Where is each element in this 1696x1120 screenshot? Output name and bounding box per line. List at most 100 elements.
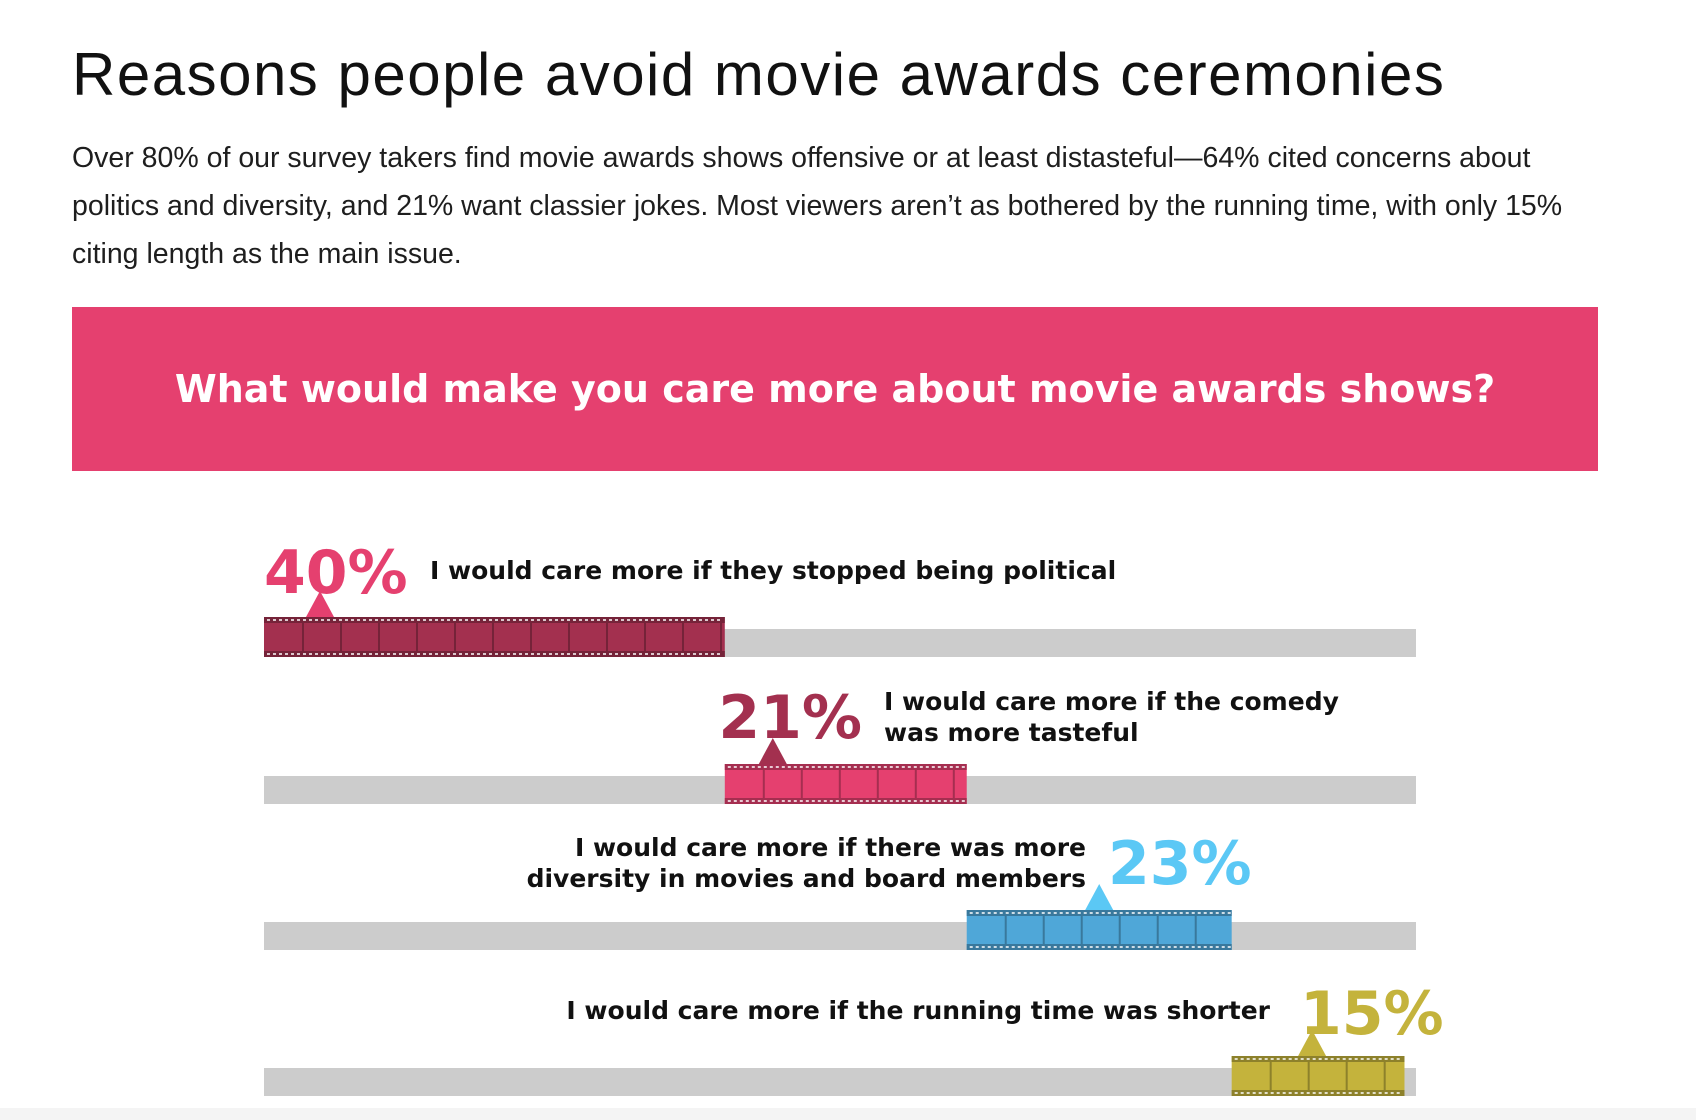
sprocket-hole [681, 653, 684, 655]
sprocket-hole [675, 653, 678, 655]
sprocket-hole [1336, 1058, 1340, 1060]
sprocket-hole [1366, 1058, 1370, 1060]
film-frame-divider [800, 770, 803, 798]
sprocket-hole [651, 619, 654, 621]
sprocket-hole [357, 653, 360, 655]
sprocket-hole [1077, 912, 1081, 914]
sprocket-hole [525, 653, 528, 655]
sprocket-hole [1017, 912, 1021, 914]
sprocket-hole [1089, 912, 1093, 914]
chart-row: 23% I would care more if there was moredi… [264, 829, 1416, 950]
sprocket-hole [1264, 1058, 1268, 1060]
sprocket-hole [327, 619, 330, 621]
sprocket-hole [823, 800, 827, 802]
sprocket-hole [1107, 946, 1111, 948]
film-frame-divider [1383, 1062, 1386, 1090]
sprocket-hole [1354, 1092, 1358, 1094]
sprocket-hole [907, 766, 911, 768]
sprocket-hole [1330, 1092, 1334, 1094]
sprocket-hole [477, 619, 480, 621]
sprocket-hole [1155, 912, 1159, 914]
sprocket-hole [303, 619, 306, 621]
sprocket-hole [717, 619, 720, 621]
sprocket-hole [1372, 1092, 1376, 1094]
sprocket-hole [411, 653, 414, 655]
sprocket-hole [669, 619, 672, 621]
sprocket-hole [609, 619, 612, 621]
sprocket-hole [639, 653, 642, 655]
sprocket-hole [1324, 1058, 1328, 1060]
sprocket-hole [1011, 912, 1015, 914]
sprocket-hole [1203, 912, 1207, 914]
bar-fill [966, 910, 1232, 950]
sprocket-hole [871, 766, 875, 768]
sprocket-hole [1288, 1058, 1292, 1060]
sprocket-hole [543, 653, 546, 655]
sprocket-hole [955, 800, 959, 802]
sprocket-hole [549, 653, 552, 655]
sprocket-hole [1312, 1092, 1316, 1094]
sprocket-hole [1125, 946, 1129, 948]
sprocket-hole [273, 653, 276, 655]
sprocket-hole [853, 766, 857, 768]
sprocket-hole [1252, 1092, 1256, 1094]
sprocket-hole [1372, 1058, 1376, 1060]
sprocket-hole [441, 653, 444, 655]
sprocket-hole [519, 653, 522, 655]
sprocket-hole [981, 946, 985, 948]
sprocket-hole [585, 619, 588, 621]
sprocket-hole [471, 619, 474, 621]
sprocket-hole [507, 619, 510, 621]
sprocket-hole [993, 912, 997, 914]
sprocket-hole [531, 619, 534, 621]
sprocket-hole [895, 766, 899, 768]
sprocket-hole [621, 653, 624, 655]
sprocket-hole [1258, 1058, 1262, 1060]
sprocket-hole [561, 653, 564, 655]
sprocket-hole [297, 619, 300, 621]
sprocket-hole [363, 619, 366, 621]
sprocket-hole [829, 800, 833, 802]
sprocket-hole [297, 653, 300, 655]
sprocket-hole [1101, 912, 1105, 914]
sprocket-hole [835, 766, 839, 768]
sprocket-hole [871, 800, 875, 802]
sprocket-hole [987, 912, 991, 914]
sprocket-hole [267, 653, 270, 655]
sprocket-hole [805, 800, 809, 802]
sprocket-hole [835, 800, 839, 802]
sprocket-hole [669, 653, 672, 655]
sprocket-hole [1336, 1092, 1340, 1094]
sprocket-hole [1143, 946, 1147, 948]
sprocket-hole [627, 619, 630, 621]
sprocket-hole [681, 619, 684, 621]
sprocket-hole [1131, 946, 1135, 948]
sprocket-hole [1209, 912, 1213, 914]
sprocket-hole [1234, 1092, 1238, 1094]
sprocket-hole [345, 619, 348, 621]
sprocket-hole [621, 619, 624, 621]
sprocket-hole [489, 619, 492, 621]
percent-label: 21% [718, 683, 862, 753]
sprocket-hole [1035, 946, 1039, 948]
sprocket-hole [1083, 946, 1087, 948]
sprocket-hole [841, 766, 845, 768]
sprocket-hole [345, 653, 348, 655]
sprocket-hole [525, 619, 528, 621]
sprocket-hole [1306, 1092, 1310, 1094]
film-frame-divider [1042, 916, 1045, 944]
sprocket-hole [1227, 912, 1231, 914]
sprocket-hole [931, 766, 935, 768]
sprocket-hole [1221, 946, 1225, 948]
film-frame-divider [416, 623, 418, 651]
sprocket-hole [763, 800, 767, 802]
sprocket-hole [273, 619, 276, 621]
sprocket-hole [285, 653, 288, 655]
sprocket-hole [411, 619, 414, 621]
sprocket-hole [501, 653, 504, 655]
sprocket-hole [543, 619, 546, 621]
sprocket-hole [1065, 946, 1069, 948]
sprocket-hole [1137, 912, 1141, 914]
